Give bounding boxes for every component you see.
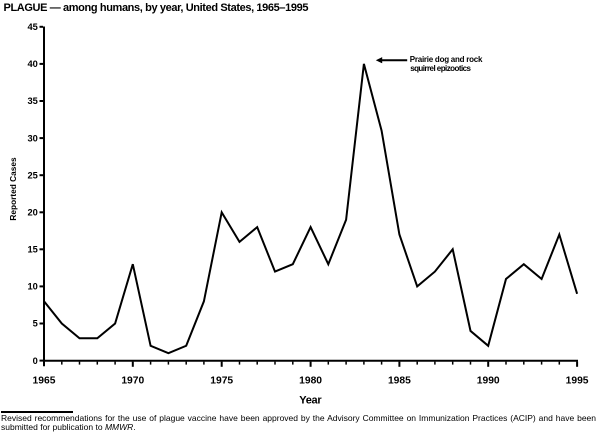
svg-text:15: 15 bbox=[27, 245, 37, 255]
svg-text:squirrel epizootics: squirrel epizootics bbox=[410, 64, 471, 73]
svg-text:35: 35 bbox=[27, 96, 37, 106]
svg-text:30: 30 bbox=[27, 133, 37, 143]
svg-text:1975: 1975 bbox=[210, 376, 233, 387]
svg-text:20: 20 bbox=[27, 208, 37, 218]
svg-text:1990: 1990 bbox=[477, 376, 500, 387]
svg-text:Reported Cases: Reported Cases bbox=[8, 157, 18, 221]
svg-text:Year: Year bbox=[299, 394, 322, 406]
svg-text:1980: 1980 bbox=[299, 376, 322, 387]
svg-text:0: 0 bbox=[33, 356, 38, 366]
svg-text:25: 25 bbox=[27, 170, 37, 180]
svg-text:1970: 1970 bbox=[121, 376, 144, 387]
svg-text:5: 5 bbox=[33, 319, 38, 329]
svg-text:10: 10 bbox=[27, 282, 37, 292]
svg-text:1995: 1995 bbox=[566, 376, 589, 387]
svg-text:1985: 1985 bbox=[388, 376, 411, 387]
svg-text:40: 40 bbox=[27, 59, 37, 69]
svg-text:1965: 1965 bbox=[33, 376, 56, 387]
svg-text:Prairie dog and rock: Prairie dog and rock bbox=[410, 55, 483, 64]
svg-text:45: 45 bbox=[27, 22, 37, 32]
